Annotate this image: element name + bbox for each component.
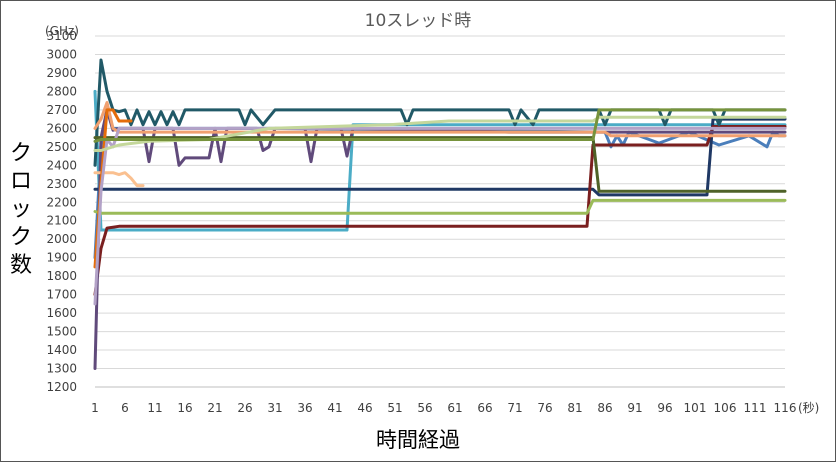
y-tick-label: 2700 [46, 103, 77, 117]
y-axis-label-char: ロ [9, 169, 32, 194]
series-line-2 [93, 89, 787, 232]
y-tick-label: 3000 [46, 47, 77, 61]
series-line-12 [93, 126, 787, 306]
chart-title: 10スレッド時 [364, 11, 472, 31]
series-line-13 [93, 115, 787, 152]
x-tick-label: 61 [447, 401, 462, 415]
x-axis-label: 時間経過 [376, 428, 460, 452]
y-tick-label: 3100 [46, 29, 77, 43]
y-tick-label: 2500 [46, 140, 77, 154]
x-tick-label: 21 [207, 401, 222, 415]
x-tick-label: 51 [387, 401, 402, 415]
x-tick-label: 96 [657, 401, 672, 415]
x-tick-label: 66 [477, 401, 492, 415]
x-tick-label: 91 [627, 401, 642, 415]
x-tick-label: 36 [297, 401, 312, 415]
y-tick-label: 1200 [46, 380, 77, 394]
series-line-4 [93, 125, 787, 297]
x-tick-label: 41 [327, 401, 342, 415]
x-tick-label: 26 [237, 401, 252, 415]
y-axis-label-char: 数 [9, 253, 32, 278]
y-tick-label: 2900 [46, 66, 77, 80]
y-axis-label-char: ク [9, 225, 32, 250]
series-line-3 [93, 117, 787, 197]
y-tick-label: 2200 [46, 195, 77, 209]
x-axis-unit: (秒) [798, 401, 820, 415]
y-axis-label: クロック数 [6, 140, 36, 280]
series-line-5 [93, 58, 787, 167]
x-tick-label: 16 [177, 401, 192, 415]
y-tick-label: 1800 [46, 269, 77, 283]
x-tick-label: 1 [91, 401, 99, 415]
y-tick-label: 1300 [46, 362, 77, 376]
x-tick-label: 6 [121, 401, 129, 415]
x-tick-label: 81 [567, 401, 582, 415]
x-tick-label: 11 [147, 401, 162, 415]
x-tick-label: 111 [744, 401, 767, 415]
y-tick-label: 1500 [46, 325, 77, 339]
y-tick-label: 1600 [46, 306, 77, 320]
x-tick-label: 71 [507, 401, 522, 415]
x-tick-label: 116 [774, 401, 797, 415]
x-tick-label: 86 [597, 401, 612, 415]
y-tick-label: 2600 [46, 121, 77, 135]
y-tick-label: 1700 [46, 288, 77, 302]
y-axis-unit: (GHz) [45, 24, 79, 38]
x-tick-label: 101 [684, 401, 707, 415]
y-tick-label: 1900 [46, 251, 77, 265]
y-tick-label: 2300 [46, 177, 77, 191]
y-axis-label-char: ク [9, 141, 32, 166]
y-tick-label: 1400 [46, 343, 77, 357]
y-axis-label-char: ッ [9, 197, 32, 222]
x-tick-label: 56 [417, 401, 432, 415]
series-line-14 [93, 108, 787, 143]
x-tick-label: 31 [267, 401, 282, 415]
y-tick-label: 2000 [46, 232, 77, 246]
y-tick-label: 2800 [46, 84, 77, 98]
x-tick-label: 46 [357, 401, 372, 415]
x-tick-label: 76 [537, 401, 552, 415]
series-line-7 [93, 198, 787, 215]
y-tick-label: 2400 [46, 158, 77, 172]
series-line-10 [93, 101, 787, 138]
x-tick-label: 106 [714, 401, 737, 415]
y-tick-label: 2100 [46, 214, 77, 228]
